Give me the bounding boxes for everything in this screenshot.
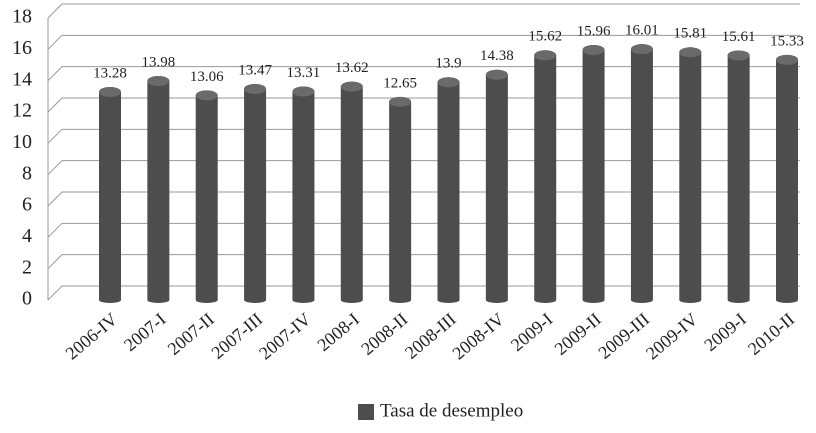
bar xyxy=(485,69,508,303)
bar-cap xyxy=(534,50,557,61)
y-tick-label: 8 xyxy=(22,162,32,184)
data-label: 13.9 xyxy=(435,56,461,72)
bar-cap xyxy=(437,77,460,88)
bar-cap xyxy=(679,47,702,58)
bar xyxy=(340,81,363,303)
x-tick-label: 2007-I xyxy=(120,309,170,355)
x-tick-label: 2009-I xyxy=(507,309,557,355)
data-label: 15.81 xyxy=(673,26,707,42)
x-tick-label: 2010-II xyxy=(744,309,798,359)
data-label: 15.62 xyxy=(528,29,562,45)
bar xyxy=(582,44,605,304)
bar-cap xyxy=(582,44,605,55)
bar-cap xyxy=(340,81,363,92)
data-label: 14.38 xyxy=(480,48,514,64)
data-label: 15.96 xyxy=(577,23,611,39)
bar-cap xyxy=(244,83,267,94)
x-tick-label: 2008-III xyxy=(401,309,460,363)
bar xyxy=(534,50,557,304)
y-tick-label: 4 xyxy=(22,225,32,247)
data-label: 13.98 xyxy=(141,54,175,70)
y-tick-label: 0 xyxy=(22,288,32,310)
x-tick-label: 2009-I xyxy=(700,309,750,355)
data-label: 13.47 xyxy=(238,62,272,78)
bar xyxy=(195,90,218,303)
bar-cap xyxy=(292,86,315,97)
y-tick-label: 14 xyxy=(12,68,32,90)
bar-cap xyxy=(485,69,508,80)
y-tick-label: 12 xyxy=(12,100,32,122)
data-label: 16.01 xyxy=(625,23,659,39)
data-label: 13.62 xyxy=(335,60,369,76)
x-tick-label: 2007-III xyxy=(207,309,266,363)
y-tick-label: 16 xyxy=(12,37,32,59)
bar xyxy=(147,75,170,303)
bar-cap xyxy=(147,75,170,86)
data-label: 12.65 xyxy=(383,75,417,91)
data-label: 13.28 xyxy=(93,65,127,81)
bar xyxy=(244,83,267,303)
x-tick-label: 2007-IV xyxy=(255,309,315,364)
bar xyxy=(437,77,460,303)
bar xyxy=(776,54,798,303)
bar xyxy=(630,44,653,304)
x-tick-label: 2008-I xyxy=(313,309,363,355)
data-label: 15.33 xyxy=(770,33,804,49)
x-tick-label: 2009-III xyxy=(594,309,653,363)
y-tick-label: 2 xyxy=(22,256,32,278)
y-tick-label: 18 xyxy=(12,6,32,28)
x-tick-label: 2006-IV xyxy=(62,309,122,364)
bar xyxy=(99,86,121,303)
y-tick-label: 10 xyxy=(12,131,32,153)
bar-cap xyxy=(195,90,218,101)
y-tick-label: 6 xyxy=(22,194,32,216)
legend-swatch xyxy=(358,404,374,420)
bar xyxy=(292,86,315,303)
bar-cap xyxy=(99,86,121,97)
x-tick-label: 2008-IV xyxy=(448,309,508,364)
bar-cap xyxy=(389,96,412,107)
bar xyxy=(389,96,412,303)
bar-cap xyxy=(727,50,750,61)
data-label: 15.61 xyxy=(722,29,756,45)
bar-cap xyxy=(630,44,653,55)
grid-line xyxy=(47,34,800,50)
legend-label: Tasa de desempleo xyxy=(380,400,523,421)
bar xyxy=(727,50,750,304)
grid-line xyxy=(47,3,800,19)
data-label: 13.31 xyxy=(287,65,321,81)
bar-cap xyxy=(776,54,798,65)
data-label: 13.06 xyxy=(190,69,224,85)
x-tick-label: 2009-IV xyxy=(642,309,702,364)
bar xyxy=(679,47,702,304)
